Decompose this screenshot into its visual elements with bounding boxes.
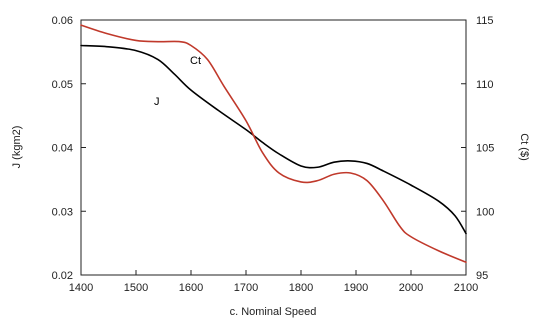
x-tick-label: 1500 <box>124 282 148 294</box>
x-tick-label: 1600 <box>179 282 203 294</box>
x-tick-label: 2100 <box>454 282 478 294</box>
x-tick-label: 1800 <box>289 282 313 294</box>
left-y-tick-label: 0.02 <box>52 270 73 282</box>
left-y-tick-label: 0.04 <box>52 143 73 155</box>
left-y-axis-ticks: 0.02 0.03 0.04 0.05 0.06 <box>52 15 86 282</box>
right-y-tick-label: 115 <box>476 15 494 27</box>
right-y-tick-label: 100 <box>476 206 494 218</box>
series-line-j <box>80 44 467 235</box>
left-y-tick-label: 0.05 <box>52 79 73 91</box>
series-label-ct: Ct <box>190 55 201 67</box>
right-y-tick-label: 105 <box>476 143 494 155</box>
left-y-tick-label: 0.06 <box>52 15 73 27</box>
x-tick-label: 1700 <box>234 282 258 294</box>
right-y-axis-title: Ct ($) <box>518 133 530 161</box>
x-tick-label: 2000 <box>399 282 423 294</box>
series-line-ct <box>80 24 467 264</box>
series-lines <box>80 24 467 264</box>
right-y-tick-label: 110 <box>476 79 494 91</box>
right-y-axis-ticks: 95 100 105 110 115 <box>461 15 494 282</box>
x-tick-label: 1900 <box>344 282 368 294</box>
x-axis-title: c. Nominal Speed <box>230 306 317 318</box>
plot-frame <box>80 19 467 276</box>
left-y-axis-title: J (kgm2) <box>11 126 23 169</box>
x-tick-label: 1400 <box>69 282 93 294</box>
right-y-tick-label: 95 <box>476 270 488 282</box>
left-y-tick-label: 0.03 <box>52 206 73 218</box>
series-label-j: J <box>154 96 160 108</box>
x-axis-ticks: 1400 1500 1600 1700 1800 1900 2000 2100 <box>69 270 478 294</box>
